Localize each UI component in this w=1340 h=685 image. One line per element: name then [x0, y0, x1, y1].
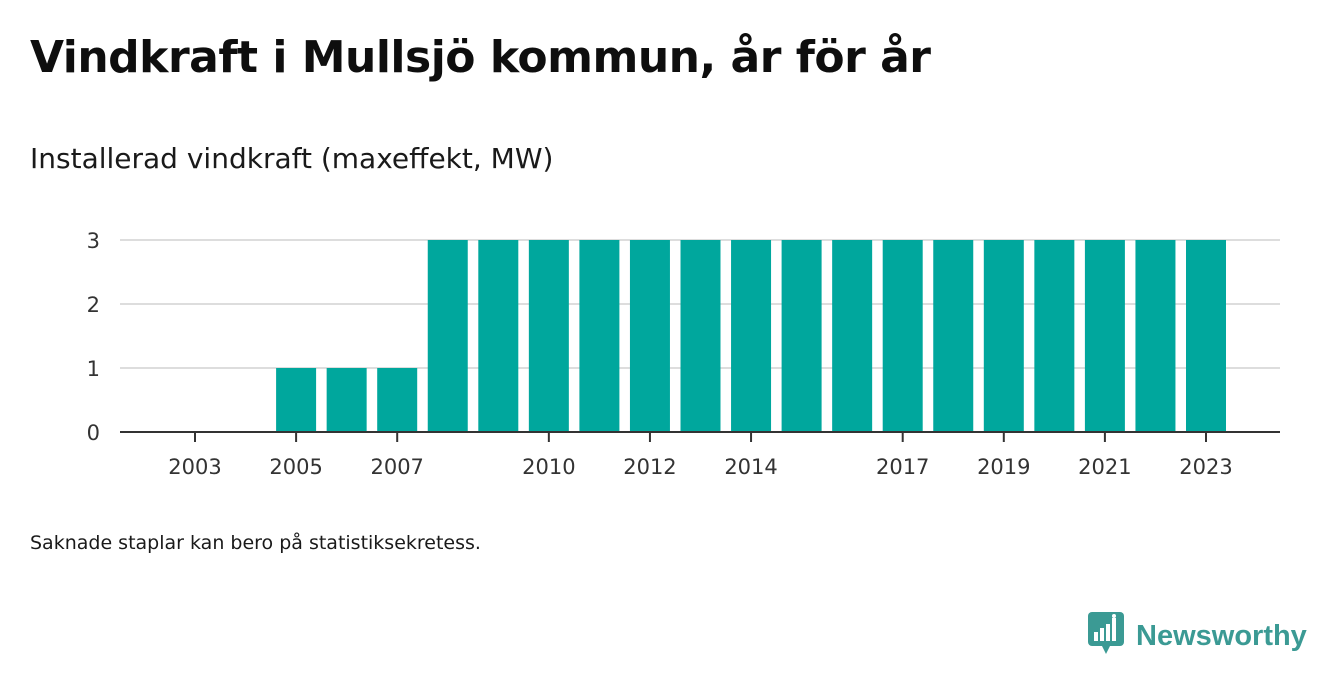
- x-tick-label: 2007: [370, 455, 423, 479]
- x-tick-label: 2021: [1078, 455, 1131, 479]
- x-tick-label: 2023: [1179, 455, 1232, 479]
- bar: [276, 368, 317, 432]
- y-tick-label: 3: [87, 229, 100, 253]
- axes: 0 1 2 3 2003 2005 2007 2010 2012 2014 2017 2019 2021…: [87, 229, 1280, 479]
- bar: [731, 240, 772, 432]
- y-tick-label: 0: [87, 421, 100, 445]
- bar: [377, 368, 418, 432]
- x-tick-label: 2019: [977, 455, 1030, 479]
- x-tick-label: 2010: [522, 455, 575, 479]
- bar: [579, 240, 620, 432]
- bar: [326, 368, 367, 432]
- bars: [276, 240, 1226, 432]
- chart-subtitle: Installerad vindkraft (maxeffekt, MW): [30, 142, 554, 175]
- bar-chart: 0 1 2 3 2003 2005 2007 2010 2012 2014 2017 2019 2021…: [87, 229, 1280, 479]
- x-tick-label: 2012: [623, 455, 676, 479]
- bar: [478, 240, 519, 432]
- bar: [933, 240, 974, 432]
- bar: [680, 240, 721, 432]
- brand-logo: Newsworthy: [1088, 612, 1307, 660]
- bar: [882, 240, 923, 432]
- bar: [1084, 240, 1125, 432]
- bar: [1135, 240, 1176, 432]
- x-tick-label: 2005: [269, 455, 322, 479]
- y-tick-label: 2: [87, 293, 100, 317]
- footnote: Saknade staplar kan bero på statistiksek…: [30, 532, 481, 554]
- bar: [983, 240, 1024, 432]
- x-tick-label: 2017: [876, 455, 929, 479]
- bar: [427, 240, 468, 432]
- chart-title: Vindkraft i Mullsjö kommun, år för år: [30, 32, 931, 83]
- bar: [629, 240, 670, 432]
- x-tick-label: 2014: [724, 455, 777, 479]
- brand-name: Newsworthy: [1136, 619, 1307, 652]
- bar: [1186, 240, 1226, 432]
- bar: [1034, 240, 1075, 432]
- bar-chart-speech-bubble-icon: [1088, 612, 1124, 660]
- x-tick-label: 2003: [168, 455, 221, 479]
- bar: [781, 240, 822, 432]
- bar: [832, 240, 873, 432]
- y-tick-label: 1: [87, 357, 100, 381]
- bar: [528, 240, 569, 432]
